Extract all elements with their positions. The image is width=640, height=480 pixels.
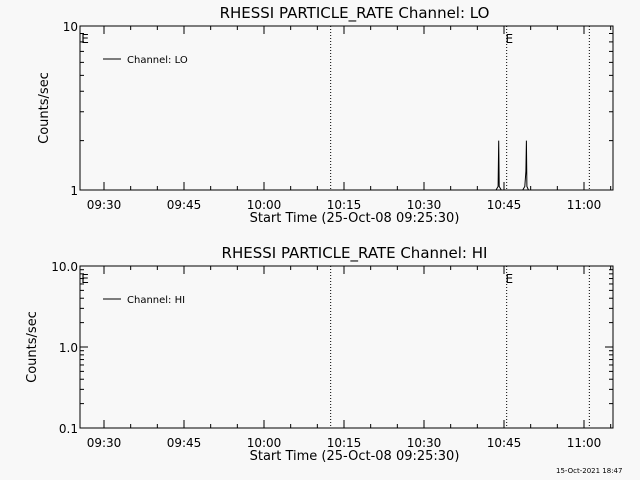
panel-1-x-tick-label: 10:45: [487, 198, 522, 212]
panel-1-y-tick-label: 10: [63, 20, 78, 34]
panel-1-event-marker: E: [506, 32, 514, 46]
panel-2-y-tick-label: 10.0: [51, 260, 78, 274]
panel-1-y-axis-label: Counts/sec: [37, 72, 52, 144]
panel-2-plot-frame: [79, 265, 614, 429]
panel-2-event-marker: E: [81, 272, 89, 286]
panel-2-x-axis-label: Start Time (25-Oct-08 09:25:30): [250, 449, 460, 464]
panel-2-x-tick-label: 11:00: [567, 436, 602, 450]
panel-1-x-tick-label: 10:00: [247, 198, 282, 212]
panel-2-y-axis-label: Counts/sec: [25, 311, 40, 383]
panel-1-legend-label: Channel: LO: [127, 55, 188, 66]
panel-1-x-axis-label: Start Time (25-Oct-08 09:25:30): [250, 211, 460, 226]
panel-1-x-tick-label: 10:30: [407, 198, 442, 212]
panel-2-event-marker: E: [506, 272, 514, 286]
panel-2-x-tick-label: 10:45: [487, 436, 522, 450]
panel-2-y-tick-label: 0.1: [59, 422, 78, 436]
panel-2-x-tick-label: 09:45: [167, 436, 202, 450]
panel-2-y-tick-label: 1.0: [59, 341, 78, 355]
panel-1-x-tick-label: 11:00: [567, 198, 602, 212]
panel-2-x-tick-label: 10:15: [327, 436, 362, 450]
panel-1-x-tick-label: 09:30: [87, 198, 122, 212]
panel-1-y-tick-label: 1: [70, 184, 78, 198]
panel-2-x-tick-label: 09:30: [87, 436, 122, 450]
panel-1-x-tick-label: 09:45: [167, 198, 202, 212]
panel-1-x-tick-label: 10:15: [327, 198, 362, 212]
panel-2-x-tick-label: 10:30: [407, 436, 442, 450]
panel-2-title: RHESSI PARTICLE_RATE Channel: HI: [222, 244, 488, 263]
panel-2-legend-label: Channel: HI: [127, 295, 185, 306]
panel-1-event-marker: E: [81, 32, 89, 46]
panel-1-plot-frame: [79, 25, 614, 191]
panel-1-title: RHESSI PARTICLE_RATE Channel: LO: [220, 4, 490, 23]
panel-2-x-tick-label: 10:00: [247, 436, 282, 450]
panel-1-series-line: [495, 140, 529, 191]
footer-timestamp: 15-Oct-2021 18:47: [556, 467, 623, 475]
